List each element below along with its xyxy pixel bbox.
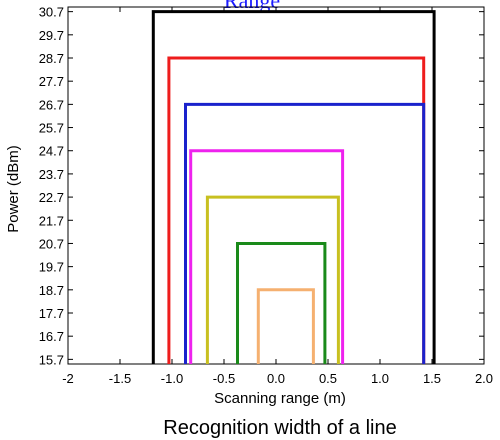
y-tick-label: 30.7 <box>39 5 64 20</box>
x-tick-label: 1.0 <box>371 371 389 386</box>
x-tick-label: 0.5 <box>319 371 337 386</box>
series-line-1 <box>151 10 436 364</box>
series-line-6 <box>236 242 327 364</box>
y-tick-label: 21.7 <box>39 213 64 228</box>
series-line-3 <box>184 102 426 364</box>
y-tick-label: 29.7 <box>39 28 64 43</box>
series-line-4 <box>189 149 345 364</box>
y-tick-label: 28.7 <box>39 51 64 66</box>
x-tick-label: 2.0 <box>475 371 493 386</box>
y-tick-label: 23.7 <box>39 167 64 182</box>
figure-caption: Recognition width of a line <box>163 417 396 439</box>
series-line-7 <box>256 288 315 364</box>
x-tick-label: -1.0 <box>161 371 183 386</box>
y-axis-ticks: 15.7 16.7 17.7 18.7 19.7 20.7 21.7 22.7 23.7 24.7… <box>39 5 484 367</box>
x-tick-label: 0.0 <box>267 371 285 386</box>
plot-frame <box>67 6 485 365</box>
x-tick-label: 1.5 <box>423 371 441 386</box>
y-tick-label: 26.7 <box>39 97 64 112</box>
x-tick-label: -1.5 <box>109 371 131 386</box>
plot-area <box>67 6 485 365</box>
x-axis-label: Scanning range (m) <box>214 390 346 407</box>
x-tick-label: -0.5 <box>213 371 235 386</box>
y-tick-label: 22.7 <box>39 190 64 205</box>
series-group <box>151 10 436 364</box>
y-tick-label: 15.7 <box>39 352 64 367</box>
y-tick-label: 16.7 <box>39 329 64 344</box>
series-line-5 <box>205 195 340 364</box>
y-tick-label: 25.7 <box>39 121 64 136</box>
y-tick-label: 19.7 <box>39 260 64 275</box>
y-tick-label: 27.7 <box>39 74 64 89</box>
y-tick-label: 17.7 <box>39 306 64 321</box>
y-tick-label: 18.7 <box>39 283 64 298</box>
x-tick-label: -2 <box>62 371 74 386</box>
x-axis-ticks: -2 -1.5 -1.0 -0.5 0.0 0.5 1.0 1.5 2.0 <box>62 7 493 386</box>
y-axis-label: Power (dBm) <box>5 145 22 233</box>
y-tick-label: 24.7 <box>39 144 64 159</box>
y-tick-label: 20.7 <box>39 236 64 251</box>
